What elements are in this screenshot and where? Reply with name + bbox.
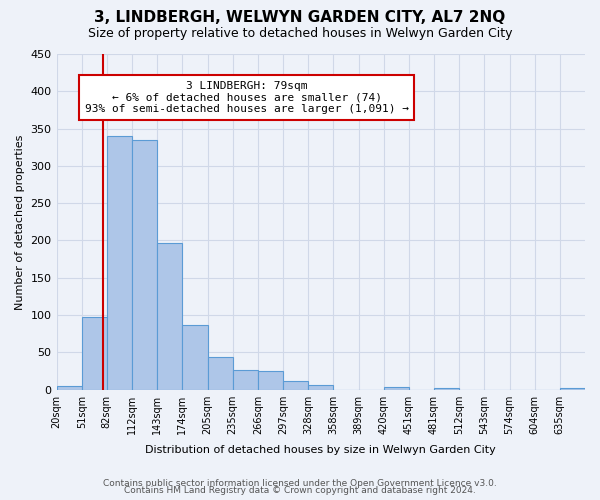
Bar [208,357,233,390]
Bar [233,370,258,390]
Bar [182,325,208,390]
Bar [283,382,308,390]
Bar [258,371,283,390]
Bar [107,136,132,390]
Bar [560,388,585,390]
Bar [383,386,409,390]
Bar [82,316,107,390]
Text: Contains HM Land Registry data © Crown copyright and database right 2024.: Contains HM Land Registry data © Crown c… [124,486,476,495]
Bar [132,140,157,390]
Y-axis label: Number of detached properties: Number of detached properties [15,134,25,310]
Bar [434,388,459,390]
X-axis label: Distribution of detached houses by size in Welwyn Garden City: Distribution of detached houses by size … [145,445,496,455]
Text: 3, LINDBERGH, WELWYN GARDEN CITY, AL7 2NQ: 3, LINDBERGH, WELWYN GARDEN CITY, AL7 2N… [94,10,506,25]
Text: 3 LINDBERGH: 79sqm
← 6% of detached houses are smaller (74)
93% of semi-detached: 3 LINDBERGH: 79sqm ← 6% of detached hous… [85,81,409,114]
Text: Size of property relative to detached houses in Welwyn Garden City: Size of property relative to detached ho… [88,28,512,40]
Bar [157,242,182,390]
Bar [308,385,334,390]
Text: Contains public sector information licensed under the Open Government Licence v3: Contains public sector information licen… [103,478,497,488]
Bar [56,386,82,390]
